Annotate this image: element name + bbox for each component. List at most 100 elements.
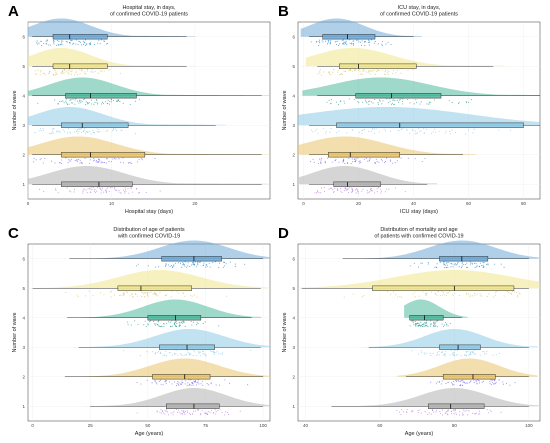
data-point: [343, 296, 345, 298]
data-point: [396, 296, 398, 298]
data-point: [183, 354, 185, 356]
data-point: [52, 39, 54, 41]
data-point: [337, 71, 339, 73]
density-cloud: [28, 77, 270, 96]
data-point: [85, 101, 87, 103]
data-point: [39, 74, 41, 76]
data-point: [75, 98, 77, 100]
data-point: [374, 161, 376, 164]
data-point: [113, 129, 115, 131]
data-point: [324, 162, 326, 164]
data-point: [76, 131, 78, 133]
data-point: [147, 323, 149, 325]
data-point: [374, 98, 376, 101]
data-point: [443, 266, 445, 269]
data-point: [192, 321, 195, 323]
data-point: [495, 354, 497, 356]
data-point: [513, 291, 516, 293]
data-point: [70, 99, 72, 101]
data-point: [178, 325, 180, 327]
data-point: [202, 351, 204, 353]
data-point: [119, 294, 121, 296]
data-point: [417, 353, 419, 355]
data-point: [399, 98, 401, 100]
data-point: [409, 325, 411, 327]
data-point: [433, 326, 435, 328]
data-point: [414, 296, 416, 298]
data-point: [181, 266, 183, 269]
data-point: [436, 381, 438, 383]
data-point: [414, 320, 416, 323]
data-point: [310, 41, 312, 43]
data-point: [447, 291, 449, 294]
data-point: [368, 41, 370, 44]
data-point: [457, 103, 460, 105]
data-point: [103, 191, 105, 193]
data-point: [458, 294, 461, 297]
data-point: [199, 351, 201, 353]
data-point: [106, 188, 108, 190]
data-point: [496, 290, 498, 293]
data-point: [452, 263, 454, 265]
data-point: [469, 381, 471, 383]
data-point: [167, 411, 169, 413]
data-point: [392, 99, 394, 101]
data-point: [229, 261, 231, 263]
data-point: [226, 295, 228, 297]
data-point: [37, 102, 39, 104]
data-point: [202, 353, 204, 355]
data-point: [362, 101, 364, 103]
data-point: [105, 162, 107, 164]
data-point: [359, 162, 361, 164]
box: [166, 403, 220, 409]
series-wave-1: [321, 387, 539, 416]
data-point: [168, 381, 170, 383]
data-point: [57, 192, 59, 194]
data-point: [455, 354, 458, 356]
series-wave-6: [28, 18, 196, 47]
x-axis-label: Hospital stay (days): [125, 209, 173, 215]
data-point: [474, 267, 476, 269]
data-point: [79, 69, 81, 71]
data-point: [85, 189, 87, 191]
data-point: [371, 70, 373, 72]
data-point: [41, 45, 43, 47]
data-point: [189, 383, 191, 385]
data-point: [65, 100, 67, 102]
data-point: [452, 354, 454, 357]
data-point: [450, 413, 453, 415]
data-point: [147, 265, 149, 267]
series-wave-6: [59, 240, 270, 269]
data-point: [402, 127, 404, 129]
data-point: [222, 352, 224, 354]
data-point: [105, 192, 107, 194]
data-point: [60, 100, 62, 102]
x-tick-label: 0: [302, 201, 305, 206]
data-point: [461, 265, 463, 267]
data-point: [81, 162, 83, 164]
density-cloud: [299, 165, 438, 185]
data-point: [466, 262, 468, 264]
data-point: [473, 349, 475, 351]
data-point: [472, 132, 474, 134]
data-point: [57, 103, 59, 105]
data-point: [173, 353, 176, 355]
data-point: [54, 162, 56, 164]
data-point: [179, 411, 181, 413]
data-point: [102, 162, 104, 164]
chart-title: of confirmed COVID-19 patients: [380, 12, 458, 18]
data-point: [132, 191, 134, 193]
data-point: [178, 292, 180, 294]
data-point: [118, 158, 120, 160]
data-point: [483, 261, 485, 264]
data-point: [225, 263, 227, 265]
data-point: [359, 160, 361, 162]
data-point: [334, 41, 336, 43]
data-point: [136, 265, 138, 267]
data-point: [319, 72, 321, 74]
data-point: [454, 352, 456, 354]
data-point: [376, 191, 378, 193]
box: [372, 285, 515, 291]
data-point: [220, 353, 222, 355]
